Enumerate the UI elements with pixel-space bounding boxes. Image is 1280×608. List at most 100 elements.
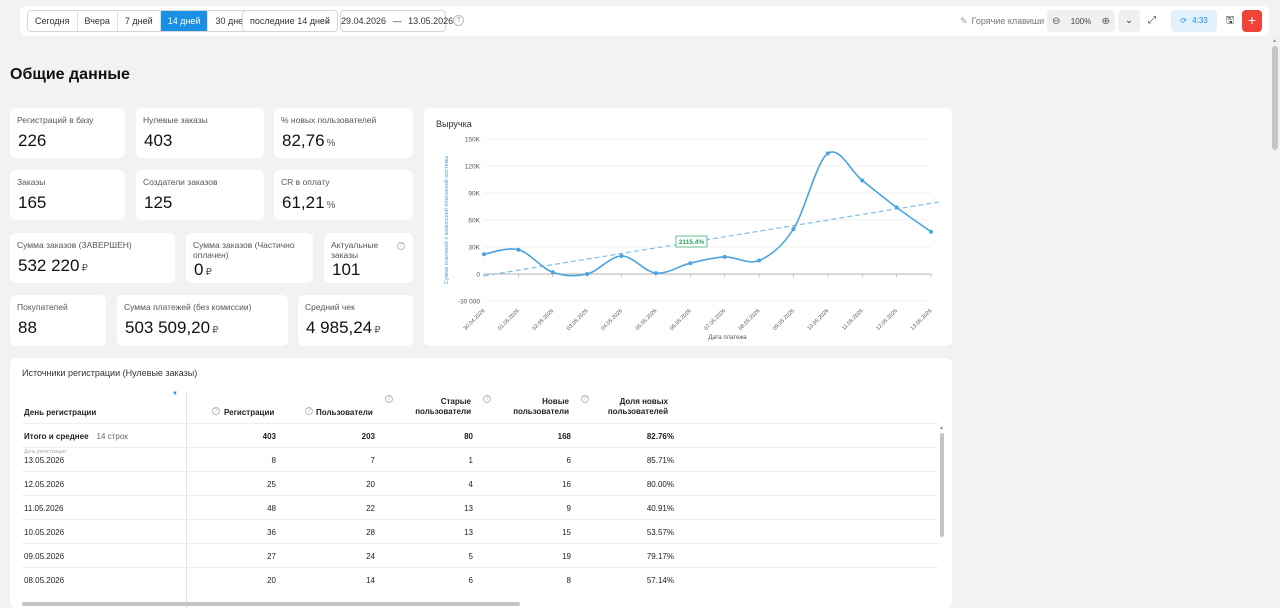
y-tick-label: 60K	[468, 218, 480, 225]
card-value: 403	[144, 131, 172, 151]
data-point	[894, 205, 899, 210]
total-label: Итого и среднее 14 строк	[24, 432, 128, 441]
x-tick-label: 13.05.2026	[910, 308, 934, 332]
add-button[interactable]: +	[1242, 10, 1262, 32]
table-row[interactable]: 10.05.2026 36 28 13 15 53.57%	[22, 519, 938, 543]
table-total-row: Итого и среднее 14 строк 403 203 80 168 8…	[22, 423, 938, 447]
data-point	[688, 261, 693, 266]
card-value-number: 61,21	[282, 193, 325, 212]
period-select[interactable]: последние 14 дней ⌄	[242, 10, 338, 32]
cell-registrations: 20	[267, 576, 276, 585]
help-icon[interactable]: ?	[305, 407, 313, 415]
card-orders-sum-completed: Сумма заказов (ЗАВЕРШЕН) 532 220 ₽	[10, 233, 175, 283]
card-value: 0 ₽	[194, 260, 212, 280]
card-value-number: 101	[332, 260, 361, 279]
trend-label-box	[675, 235, 708, 248]
period-today-button[interactable]: Сегодня	[28, 11, 78, 31]
cell-day: 09.05.2026	[24, 552, 65, 561]
zoom-out-icon[interactable]: ⊖	[1052, 15, 1061, 27]
table-row[interactable]: 09.05.2026 27 24 5 19 79.17%	[22, 543, 938, 567]
hotkeys-button[interactable]: ✎ Горячие клавиши	[960, 10, 1044, 32]
cell-old-users: 6	[468, 576, 473, 585]
card-label: Покупателей	[17, 302, 68, 312]
zoom-in-icon[interactable]: ⊕	[1101, 15, 1110, 27]
card-actual-orders: Актуальные заказы ? 101	[324, 233, 413, 283]
page-scroll-up-icon[interactable]: ▲	[1272, 38, 1277, 44]
cell-day: 13.05.2026	[24, 456, 65, 465]
card-registrations: Регистраций в базу 226	[10, 108, 125, 158]
cell-new-users: 16	[562, 480, 571, 489]
x-tick-label: 30.04.2026	[463, 308, 487, 332]
sort-desc-icon[interactable]: ▼	[172, 391, 178, 397]
period-14-days-button[interactable]: 14 дней	[160, 11, 209, 31]
card-unit: ₽	[374, 325, 381, 336]
card-unit: ₽	[205, 267, 212, 278]
cell-new-users: 6	[566, 456, 571, 465]
total-new-share: 82.76%	[646, 432, 674, 441]
column-header-day[interactable]: День регистрации	[24, 408, 97, 417]
cell-registrations: 27	[267, 552, 276, 561]
date-range-picker[interactable]: 29.04.2026 — 13.05.2026	[340, 10, 453, 32]
scroll-up-icon[interactable]: ▲	[939, 425, 944, 431]
column-header-users[interactable]: Пользователи	[316, 408, 373, 417]
save-icon[interactable]: 🖫	[1225, 15, 1235, 26]
scrollbar-thumb[interactable]	[940, 433, 944, 537]
cell-new-share: 53.57%	[646, 528, 674, 537]
card-value-number: 226	[18, 131, 47, 150]
card-value-number: 165	[18, 193, 47, 212]
data-point	[791, 227, 796, 231]
table-row[interactable]: 12.05.2026 25 20 4 16 80.00%	[22, 471, 938, 495]
cell-old-users: 4	[468, 480, 473, 489]
data-point	[516, 247, 521, 252]
period-7-days-button[interactable]: 7 дней	[117, 11, 161, 31]
cell-new-share: 40.91%	[646, 504, 674, 513]
table-vertical-scrollbar[interactable]: ▲	[938, 425, 946, 603]
card-label: CR в оплату	[281, 177, 330, 187]
help-icon[interactable]: ?	[397, 242, 405, 250]
card-order-creators: Создатели заказов 125	[136, 170, 264, 220]
table-row[interactable]: 08.05.2026 20 14 6 8 57.14%	[22, 567, 938, 591]
period-yesterday-button[interactable]: Вчера	[77, 11, 118, 31]
cell-day: 10.05.2026	[24, 528, 65, 537]
column-header-old-users[interactable]: Старые пользователи	[415, 397, 471, 416]
help-icon[interactable]: ?	[483, 395, 491, 403]
column-header-new-users[interactable]: Новые пользователи	[513, 397, 569, 416]
help-icon[interactable]: ?	[212, 407, 220, 415]
table-title: Источники регистрации (Нулевые заказы)	[22, 368, 198, 378]
card-unit: %	[326, 200, 336, 211]
refresh-time: 4:33	[1192, 16, 1208, 25]
column-header-new-share[interactable]: Доля новых пользователей	[607, 397, 668, 416]
table-horizontal-scrollbar[interactable]	[22, 601, 938, 607]
x-tick-label: 06.05.2026	[669, 308, 693, 332]
card-value-number: 532 220	[18, 256, 80, 275]
card-value-number: 125	[144, 193, 173, 212]
card-label: Заказы	[17, 177, 46, 187]
chart-title: Выручка	[436, 119, 472, 129]
fullscreen-icon[interactable]: ⤢	[1148, 15, 1156, 26]
table-row[interactable]: День регистрации 13.05.2026 8 7 1 6 85.7…	[22, 447, 938, 471]
refresh-timer[interactable]: ⟳ 4:33	[1171, 10, 1217, 32]
row-sublabel: День регистрации	[24, 449, 66, 455]
card-value: 4 985,24 ₽	[306, 318, 381, 338]
cell-new-users: 9	[566, 504, 571, 513]
toolbar: Сегодня Вчера 7 дней 14 дней 30 дней пос…	[20, 6, 1269, 36]
scrollbar-thumb[interactable]	[22, 602, 520, 606]
cell-old-users: 1	[468, 456, 473, 465]
help-icon[interactable]: ?	[385, 395, 393, 403]
card-new-users-share: % новых пользователей 82,76%	[274, 108, 413, 158]
column-header-registrations[interactable]: Регистрации	[224, 408, 275, 417]
chevron-down-icon: ⌄	[324, 16, 331, 25]
card-value: 532 220 ₽	[18, 256, 88, 276]
y-tick-label: 0	[476, 272, 480, 279]
card-label: Актуальные заказы	[331, 240, 379, 260]
chevron-down-icon[interactable]: ⌄	[1118, 10, 1140, 32]
info-icon[interactable]: ?	[453, 15, 464, 26]
card-average-check: Средний чек 4 985,24 ₽	[298, 295, 413, 346]
x-tick-label: 11.05.2026	[841, 308, 864, 331]
card-value: 82,76%	[282, 131, 335, 151]
help-icon[interactable]: ?	[581, 395, 589, 403]
table-row[interactable]: 11.05.2026 48 22 13 9 40.91%	[22, 495, 938, 519]
card-label: Сумма заказов (Частично оплачен)	[193, 240, 295, 260]
card-label: Создатели заказов	[143, 177, 218, 187]
page-scrollbar[interactable]	[1272, 46, 1278, 150]
